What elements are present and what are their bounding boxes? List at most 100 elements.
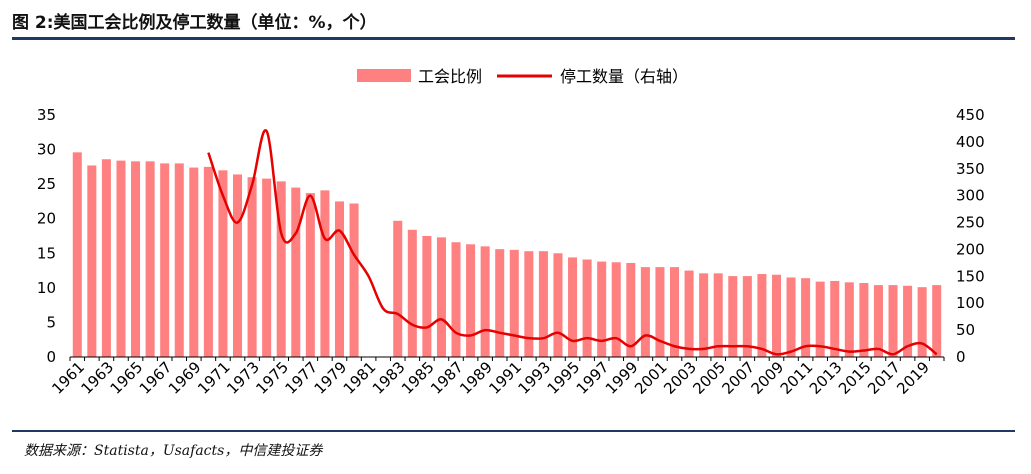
x-tick-label: 1989 <box>456 358 496 398</box>
x-tick-label: 2009 <box>748 358 788 398</box>
bar-2014 <box>844 282 854 357</box>
bar-1974 <box>262 178 272 357</box>
chart-title: 图 2:美国工会比例及停工数量（单位：%，个） <box>12 13 377 33</box>
bar-1964 <box>116 160 126 357</box>
x-tick-label: 2007 <box>718 358 758 398</box>
bar-1999 <box>626 262 636 357</box>
y-left-tick-label: 30 <box>37 141 56 159</box>
bar-2012 <box>815 281 825 357</box>
bar-1998 <box>611 262 621 357</box>
bar-1968 <box>174 163 184 357</box>
x-tick-label: 1973 <box>223 358 263 398</box>
bar-1980 <box>349 203 359 357</box>
bar-1970 <box>203 166 213 357</box>
x-tick-label: 1997 <box>573 358 613 398</box>
bar-1994 <box>553 253 563 357</box>
bar-2015 <box>859 283 869 357</box>
line-series <box>207 129 938 356</box>
legend-bar-swatch <box>357 69 411 82</box>
bar-series <box>72 152 942 357</box>
bar-1997 <box>597 261 607 357</box>
bar-1973 <box>247 177 257 357</box>
bar-1984 <box>407 229 417 357</box>
y-right-tick-label: 50 <box>956 321 975 339</box>
bar-2017 <box>888 285 898 357</box>
x-tick-label: 2005 <box>689 358 729 398</box>
y-right-tick-label: 150 <box>956 267 985 285</box>
y-left-tick-label: 5 <box>46 313 56 331</box>
x-tick-label: 1965 <box>107 358 147 398</box>
y-right-tick-label: 250 <box>956 214 985 232</box>
y-left-tick-label: 20 <box>37 210 56 228</box>
bar-1986 <box>436 237 446 357</box>
x-tick-label: 2001 <box>631 358 671 398</box>
bar-1977 <box>305 193 315 357</box>
y-right-tick-label: 300 <box>956 187 985 205</box>
x-tick-label: 2011 <box>777 358 817 398</box>
x-axis-ticks <box>69 357 945 361</box>
x-tick-label: 1975 <box>252 358 292 398</box>
bar-2007 <box>742 276 752 357</box>
top-rule <box>12 37 1015 40</box>
y-left-tick-label: 0 <box>46 348 56 366</box>
x-tick-label: 1967 <box>136 358 176 398</box>
x-tick-label: 2017 <box>864 358 904 398</box>
bar-1972 <box>233 174 243 357</box>
x-tick-label: 1987 <box>427 358 467 398</box>
x-tick-label: 1999 <box>602 358 642 398</box>
bar-1987 <box>451 242 461 357</box>
bar-1969 <box>189 167 199 357</box>
x-tick-label: 2013 <box>806 358 846 398</box>
y-right-tick-label: 200 <box>956 240 985 258</box>
bar-1965 <box>131 161 141 357</box>
bar-2001 <box>655 267 665 357</box>
bar-1996 <box>582 259 592 357</box>
bar-2018 <box>903 285 913 357</box>
bar-2020 <box>932 285 942 357</box>
x-tick-label: 1991 <box>485 358 525 398</box>
source-note: 数据来源：Statista，Usafacts，中信建投证券 <box>24 443 323 459</box>
bar-2002 <box>670 267 680 357</box>
bar-2011 <box>801 278 811 357</box>
bar-1978 <box>320 190 330 357</box>
bar-1995 <box>568 257 578 357</box>
bar-1989 <box>480 246 490 357</box>
bar-2005 <box>713 273 723 357</box>
bar-1991 <box>509 249 519 357</box>
x-tick-label: 1981 <box>340 358 380 398</box>
y-right-tick-label: 400 <box>956 133 985 151</box>
bar-1971 <box>218 170 228 357</box>
x-tick-label: 1977 <box>281 358 321 398</box>
bar-1962 <box>87 165 97 357</box>
bar-2006 <box>728 276 738 357</box>
bar-1976 <box>291 187 301 357</box>
y-left-tick-label: 25 <box>37 175 56 193</box>
bar-1988 <box>466 244 476 357</box>
x-tick-label: 1979 <box>311 358 351 398</box>
bar-1979 <box>334 201 344 357</box>
bar-1983 <box>393 220 403 357</box>
x-tick-label: 1969 <box>165 358 205 398</box>
x-tick-label: 1971 <box>194 358 234 398</box>
legend-label-union: 工会比例 <box>418 67 482 86</box>
x-tick-label: 1963 <box>78 358 118 398</box>
bar-2009 <box>771 274 781 357</box>
bar-1985 <box>422 236 432 357</box>
bar-1963 <box>101 159 111 357</box>
y-axis-right: 0 50 100 150 200 250 300 350 400 450 <box>956 106 985 366</box>
bar-1990 <box>495 249 505 357</box>
x-tick-label: 1993 <box>515 358 555 398</box>
y-left-tick-label: 10 <box>37 279 56 297</box>
bar-2013 <box>830 280 840 357</box>
x-axis-labels: 1961196319651967196919711973197519771979… <box>48 358 933 398</box>
x-tick-label: 2019 <box>893 358 933 398</box>
x-tick-label: 1985 <box>398 358 438 398</box>
bar-1992 <box>524 251 534 357</box>
bar-2008 <box>757 274 767 357</box>
y-right-tick-label: 350 <box>956 160 985 178</box>
legend-label-strikes: 停工数量（右轴） <box>560 67 688 86</box>
bar-2010 <box>786 277 796 357</box>
bar-1993 <box>538 251 548 357</box>
bottom-rule <box>12 430 1015 432</box>
bar-2016 <box>873 285 883 357</box>
